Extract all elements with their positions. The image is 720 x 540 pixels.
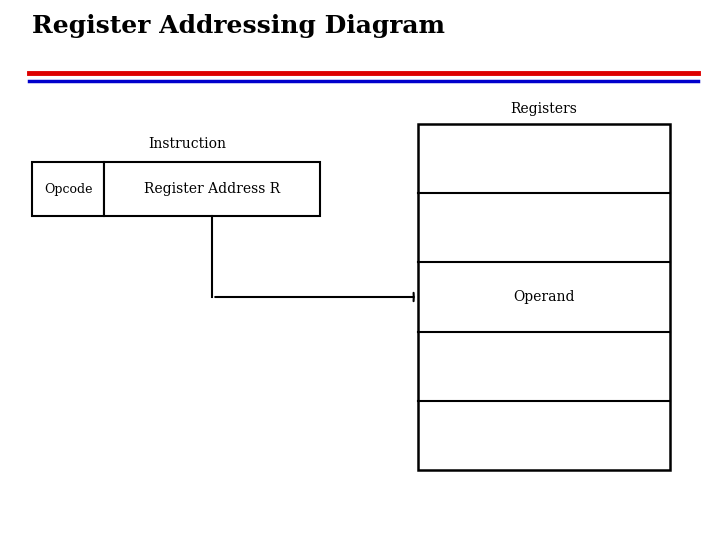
Bar <box>32 162 104 216</box>
Bar <box>104 162 320 216</box>
Text: Register Addressing Diagram: Register Addressing Diagram <box>32 14 446 38</box>
Text: Opcode: Opcode <box>44 183 93 195</box>
Text: Instruction: Instruction <box>148 137 226 151</box>
Text: Operand: Operand <box>513 290 575 304</box>
Text: Register Address R: Register Address R <box>144 182 281 196</box>
Text: Registers: Registers <box>510 102 577 116</box>
Bar <box>418 124 670 470</box>
